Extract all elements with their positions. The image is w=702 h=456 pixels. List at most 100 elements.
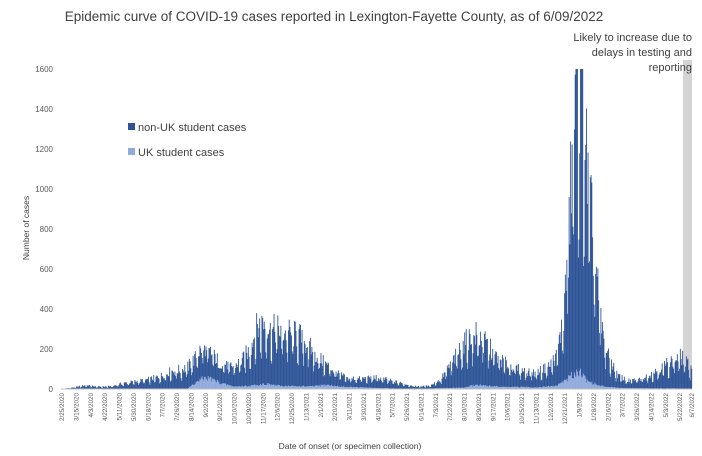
bar-non-uk xyxy=(172,372,174,389)
bar-non-uk xyxy=(509,375,511,388)
bar-uk xyxy=(295,386,297,389)
bar-non-uk xyxy=(104,386,106,389)
bar-non-uk xyxy=(535,377,537,388)
bar-non-uk xyxy=(198,356,200,382)
bar-non-uk xyxy=(632,379,634,389)
bar-non-uk xyxy=(262,317,264,384)
bar-non-uk xyxy=(483,333,485,386)
bar-uk xyxy=(250,385,252,389)
x-tick-label: 2/1/2021 xyxy=(318,393,325,418)
bar-non-uk xyxy=(500,360,502,388)
bar-non-uk xyxy=(95,386,96,389)
bar-uk xyxy=(198,381,200,389)
bar-non-uk xyxy=(71,387,73,389)
bar-uk xyxy=(233,386,235,389)
bar-non-uk xyxy=(120,384,122,389)
x-tick-label: 3/30/2021 xyxy=(361,393,368,422)
bar-uk xyxy=(536,387,538,389)
bar-non-uk xyxy=(607,350,609,388)
bar-uk xyxy=(266,385,267,389)
bar-non-uk xyxy=(623,376,625,389)
bar-uk xyxy=(571,378,573,389)
bar-uk xyxy=(271,385,273,389)
bar-uk xyxy=(222,383,224,389)
bar-non-uk xyxy=(290,332,292,387)
bar-uk xyxy=(489,386,491,389)
bar-non-uk xyxy=(165,380,167,389)
bar-non-uk xyxy=(461,367,463,388)
bar-uk xyxy=(332,385,334,389)
bar-uk xyxy=(555,385,557,389)
bar-uk xyxy=(483,385,485,389)
bar-non-uk xyxy=(611,359,612,387)
bar-non-uk xyxy=(319,363,321,387)
bar-uk xyxy=(592,384,594,389)
bar-non-uk xyxy=(588,262,590,382)
bar-non-uk xyxy=(344,381,346,387)
bar-non-uk xyxy=(515,365,517,387)
bar-uk xyxy=(626,387,628,389)
bar-uk xyxy=(272,385,274,389)
bar-uk xyxy=(318,385,320,389)
bar-non-uk xyxy=(688,369,690,389)
bar-non-uk xyxy=(595,266,597,385)
bar-non-uk xyxy=(182,369,183,389)
bar-uk xyxy=(499,386,501,389)
bar-non-uk xyxy=(171,370,173,389)
bar-non-uk xyxy=(564,293,566,380)
bar-uk xyxy=(253,385,255,389)
bar-uk xyxy=(257,386,259,389)
bar-non-uk xyxy=(197,367,199,382)
bar-non-uk xyxy=(664,366,666,389)
bar-uk xyxy=(601,385,603,389)
bar-uk xyxy=(466,386,468,389)
bar-non-uk xyxy=(522,371,524,387)
bar-non-uk xyxy=(420,386,422,389)
bar-non-uk xyxy=(121,384,123,389)
bar-non-uk xyxy=(158,378,160,389)
bar-uk xyxy=(261,385,263,389)
bar-non-uk xyxy=(673,373,675,389)
bar-uk xyxy=(250,386,252,389)
bar-non-uk xyxy=(393,381,395,389)
bar-uk xyxy=(497,386,499,389)
x-tick-label: 12/25/2020 xyxy=(289,393,296,425)
bar-non-uk xyxy=(539,365,541,387)
bar-non-uk xyxy=(422,386,424,389)
bar-non-uk xyxy=(656,371,658,389)
bar-uk xyxy=(200,377,202,389)
bar-uk xyxy=(315,385,317,389)
bar-uk xyxy=(498,387,500,389)
bar-non-uk xyxy=(95,387,97,389)
bar-uk xyxy=(318,386,320,389)
bar-non-uk xyxy=(666,357,668,389)
bar-non-uk xyxy=(73,387,75,389)
bar-non-uk xyxy=(241,364,242,387)
bar-uk xyxy=(197,381,199,389)
bar-non-uk xyxy=(349,379,351,387)
bar-uk xyxy=(369,387,371,389)
bar-uk xyxy=(557,385,559,389)
y-tick-label: 1000 xyxy=(35,185,53,194)
bar-uk xyxy=(246,386,248,389)
bar-non-uk xyxy=(514,372,516,387)
bar-non-uk xyxy=(463,354,465,388)
bar-uk xyxy=(363,387,365,389)
bar-non-uk xyxy=(591,182,593,382)
bar-non-uk xyxy=(572,226,574,379)
x-tick-label: 2/16/2022 xyxy=(605,393,612,422)
bar-non-uk xyxy=(340,379,342,388)
bar-non-uk xyxy=(311,346,313,387)
bar-uk xyxy=(288,385,290,389)
bar-non-uk xyxy=(474,336,476,387)
bar-uk xyxy=(239,386,241,389)
bar-uk xyxy=(350,386,352,389)
bar-uk xyxy=(353,386,355,389)
bar-non-uk xyxy=(424,387,426,389)
bar-non-uk xyxy=(557,364,559,386)
bar-uk xyxy=(298,385,300,389)
bar-non-uk xyxy=(465,345,466,388)
bar-uk xyxy=(330,386,332,389)
bar-non-uk xyxy=(471,344,472,386)
bar-uk xyxy=(347,386,349,389)
